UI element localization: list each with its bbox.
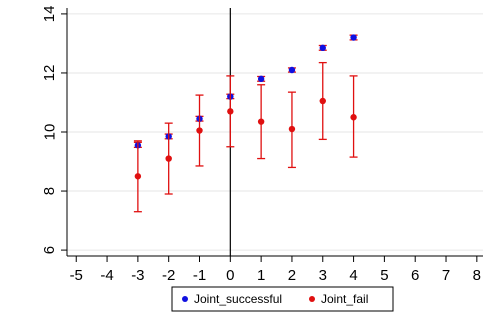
data-point <box>227 108 234 115</box>
legend-label: Joint_successful <box>194 292 282 306</box>
x-tick-label: -4 <box>100 267 113 284</box>
data-point <box>134 173 142 180</box>
y-tick-label: 8 <box>41 187 58 195</box>
legend-label: Joint_fail <box>321 292 368 306</box>
x-tick-label: 4 <box>349 267 357 284</box>
y-tick-label: 10 <box>41 124 58 141</box>
x-tick-label: 5 <box>380 267 388 284</box>
series <box>133 34 358 213</box>
x-tick-label: 0 <box>226 267 234 284</box>
grid <box>67 13 483 251</box>
series-Joint_fail <box>133 61 358 213</box>
data-point <box>288 66 296 74</box>
data-point <box>288 125 296 133</box>
y-tick-label: 12 <box>41 65 58 82</box>
legend: Joint_successful Joint_fail <box>171 286 394 312</box>
x-tick-label: 6 <box>411 267 419 284</box>
x-tick-label: -2 <box>162 267 175 284</box>
data-point <box>319 97 326 105</box>
x-tick-label: 7 <box>442 267 450 284</box>
data-point <box>319 44 326 52</box>
data-point <box>257 118 265 125</box>
x-tick-label: 8 <box>473 267 481 284</box>
y-tick-label: 14 <box>41 6 58 23</box>
x-tick-label: 1 <box>257 267 265 284</box>
x-tick-label: 3 <box>319 267 327 284</box>
x-tick-label: -1 <box>193 267 206 284</box>
legend-marker <box>182 296 188 302</box>
x-tick-label: -5 <box>70 267 83 284</box>
data-point <box>257 75 265 83</box>
x-tick-label: 2 <box>288 267 296 284</box>
x-tick-label: -3 <box>131 267 144 284</box>
data-point <box>196 127 203 134</box>
legend-box <box>171 286 394 312</box>
data-point <box>350 34 357 41</box>
data-point <box>165 155 172 162</box>
y-tick-label: 6 <box>41 246 58 254</box>
data-point <box>350 114 357 121</box>
legend-marker <box>309 296 315 302</box>
